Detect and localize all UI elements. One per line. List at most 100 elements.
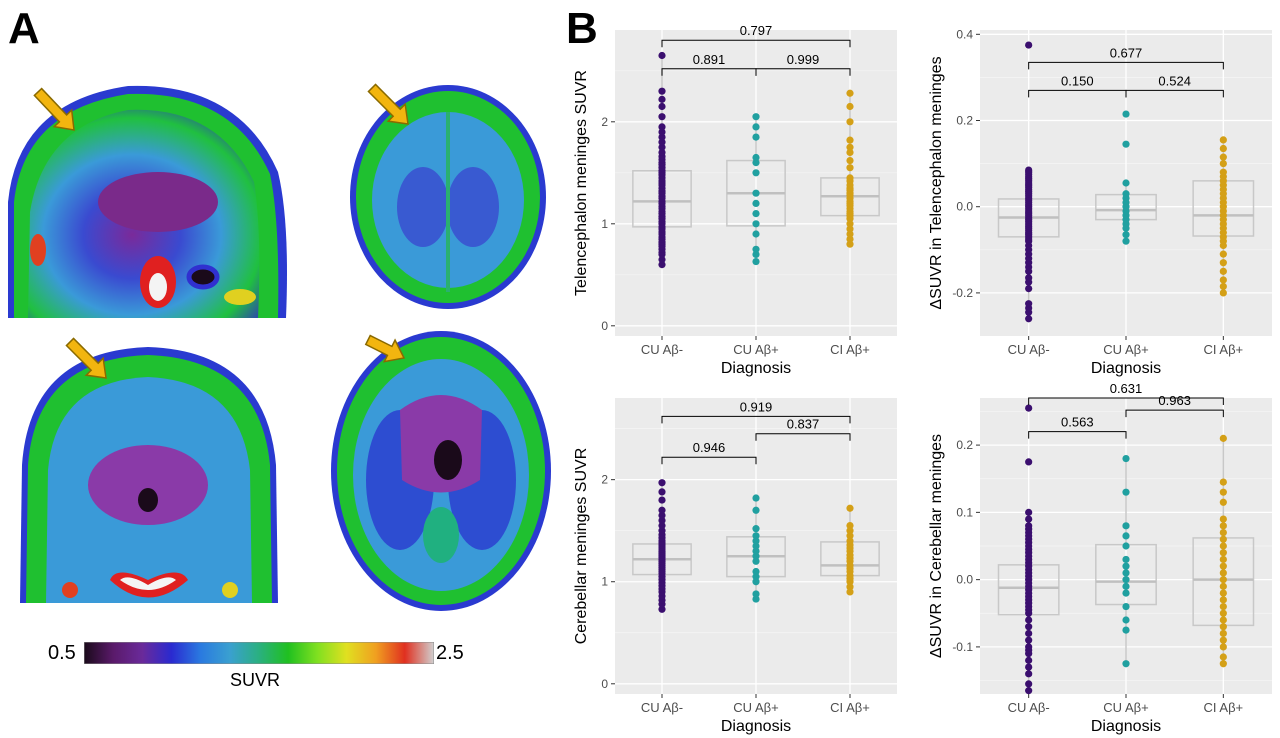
y-tick-label: 1 <box>601 575 608 589</box>
data-point <box>1122 190 1130 198</box>
colorbar-min-label: 0.5 <box>48 642 76 664</box>
data-point <box>1219 609 1227 617</box>
y-tick-label: 0 <box>601 319 608 333</box>
data-point <box>846 156 854 165</box>
data-point <box>1219 168 1227 176</box>
y-axis-title: Cerebellar meninges SUVR <box>573 448 590 645</box>
data-point <box>846 583 854 591</box>
data-point <box>846 220 854 228</box>
data-point <box>846 174 854 182</box>
data-point <box>658 102 666 111</box>
data-point <box>752 133 760 141</box>
y-axis-title: Telencephalon meninges SUVR <box>573 70 590 296</box>
data-point <box>1025 404 1033 412</box>
data-point <box>1025 656 1033 664</box>
data-point <box>658 516 666 525</box>
comparison-bracket <box>661 456 757 465</box>
data-point <box>752 230 760 238</box>
comparison-bracket <box>661 415 851 424</box>
data-point <box>752 547 760 555</box>
data-point <box>846 225 854 233</box>
y-tick-label: 1 <box>601 217 608 231</box>
data-point <box>1025 41 1033 49</box>
p-value-label: 0.150 <box>1061 73 1094 88</box>
data-point <box>1122 140 1130 148</box>
y-axis-title: ΔSUVR in Cerebellar meninges <box>928 434 945 658</box>
data-point <box>1219 250 1227 258</box>
x-tick-label: CI Aβ+ <box>830 342 870 357</box>
data-point <box>1219 589 1227 597</box>
data-point <box>1025 515 1033 523</box>
data-point <box>1219 528 1227 537</box>
data-point <box>1122 231 1130 239</box>
y-tick-label: 0.2 <box>956 438 973 452</box>
data-point <box>1025 274 1033 282</box>
arrows-layer <box>33 83 409 379</box>
x-tick-label: CU Aβ- <box>1008 342 1050 357</box>
x-tick-label: CI Aβ+ <box>830 700 870 715</box>
p-value-label: 0.563 <box>1061 415 1094 430</box>
comparison-bracket <box>755 433 851 441</box>
data-point <box>1122 616 1130 624</box>
comparison-bracket <box>1028 61 1224 70</box>
y-tick-label: 2 <box>601 473 608 487</box>
data-point <box>1025 623 1033 631</box>
data-point <box>1219 569 1227 577</box>
data-point <box>752 250 760 258</box>
y-tick-label: 0.4 <box>956 27 973 41</box>
data-point <box>752 542 760 550</box>
data-point <box>752 506 760 514</box>
chart-delta-telencephalon: -0.2 0.0 0.2 0.4 CU Aβ- CU Aβ+ CI Aβ+ 0.677 0.15… <box>928 27 1272 377</box>
comparison-bracket <box>1028 431 1127 439</box>
data-point <box>1025 643 1033 651</box>
data-point <box>1122 542 1130 550</box>
data-point <box>1025 687 1033 695</box>
data-point <box>1219 602 1227 611</box>
p-value-label: 0.946 <box>693 440 726 455</box>
data-point <box>846 240 854 248</box>
data-point <box>752 573 760 581</box>
p-value-label: 0.919 <box>740 399 773 414</box>
data-point <box>1219 535 1227 543</box>
data-point <box>1219 549 1227 557</box>
x-tick-label: CU Aβ+ <box>1103 700 1148 715</box>
x-tick-label: CU Aβ+ <box>1103 342 1148 357</box>
p-value-label: 0.677 <box>1110 45 1143 60</box>
p-value-label: 0.631 <box>1110 381 1143 396</box>
data-point <box>1219 582 1227 590</box>
data-point <box>1122 488 1130 496</box>
data-point <box>1219 498 1227 506</box>
data-point <box>1122 532 1130 540</box>
data-point <box>1122 454 1130 463</box>
data-point <box>846 527 854 535</box>
data-point <box>1219 616 1227 624</box>
data-point <box>1219 576 1227 584</box>
data-point <box>846 532 854 540</box>
p-value-label: 0.524 <box>1158 73 1191 88</box>
p-value-label: 0.797 <box>740 23 773 38</box>
data-point <box>658 123 666 131</box>
colorbar-max-label: 2.5 <box>436 642 464 664</box>
data-point <box>1025 166 1033 174</box>
data-point <box>1122 602 1130 611</box>
arrow-icon <box>33 87 75 131</box>
data-point <box>1219 289 1227 297</box>
y-tick-label: 0 <box>601 677 608 691</box>
data-point <box>846 164 854 172</box>
x-axis-title: Diagnosis <box>1091 360 1161 377</box>
data-point <box>846 537 854 545</box>
data-point <box>752 210 760 218</box>
data-point <box>752 595 760 603</box>
chart-telencephalon-suvr: 0 1 2 CU Aβ- CU Aβ+ CI Aβ+ 0.797 0.891 0.999 Diag… <box>573 23 897 377</box>
panel-a-label: A <box>8 4 40 53</box>
x-tick-label: CU Aβ- <box>641 700 683 715</box>
data-point <box>658 148 666 156</box>
p-value-label: 0.891 <box>693 52 726 67</box>
y-tick-label: -0.1 <box>952 640 973 654</box>
data-point <box>658 605 666 613</box>
data-point <box>752 557 760 565</box>
arrow-icon <box>367 83 409 125</box>
data-point <box>658 95 666 103</box>
data-point <box>1122 522 1130 530</box>
colorbar-title: SUVR <box>230 670 281 690</box>
